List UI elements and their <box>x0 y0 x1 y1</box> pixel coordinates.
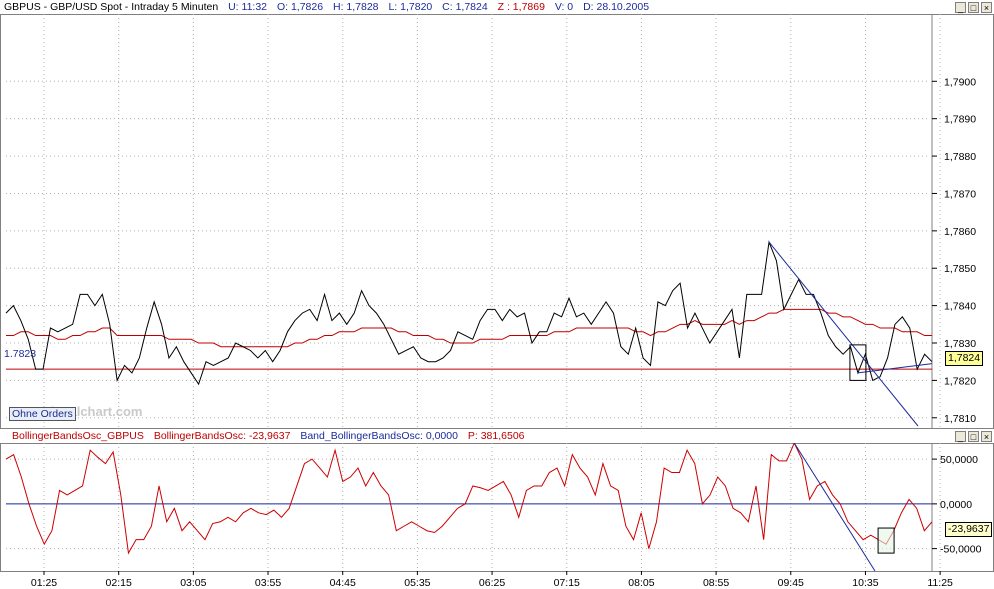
price-y-tick-label: 1,7880 <box>944 151 976 163</box>
maximize-button[interactable]: □ <box>968 431 979 442</box>
price-y-tick-label: 1,7840 <box>944 301 976 313</box>
maximize-button[interactable]: □ <box>968 2 979 13</box>
osc-downward-trendline <box>793 443 876 572</box>
osc-value: BollingerBandsOsc: -23,9637 <box>153 430 291 442</box>
x-tick-label: 02:15 <box>106 577 132 589</box>
osc-y-tick-label: 50,0000 <box>940 454 978 466</box>
minimize-button[interactable]: _ <box>955 431 966 442</box>
x-tick-label: 09:45 <box>778 577 804 589</box>
high-value: H: 1,7828 <box>332 1 379 13</box>
x-tick-label: 08:55 <box>703 577 729 589</box>
osc-frame <box>0 443 994 572</box>
price-y-tick-label: 1,7900 <box>944 76 976 88</box>
x-tick-label: 01:25 <box>31 577 57 589</box>
x-tick-label: 08:05 <box>628 577 654 589</box>
osc-name: BollingerBandsOsc_GBPUS <box>12 430 144 442</box>
x-tick-label: 03:05 <box>180 577 206 589</box>
price-y-tick-label: 1,7820 <box>944 375 976 387</box>
x-tick-label: 06:25 <box>479 577 505 589</box>
price-window-controls: _ □ × <box>955 2 992 14</box>
price-frame <box>0 14 994 429</box>
update-time: U: 11:32 <box>228 1 268 13</box>
x-tick-label: 03:55 <box>255 577 281 589</box>
upward-trendline <box>857 363 933 374</box>
minimize-button[interactable]: _ <box>955 2 966 13</box>
price-y-tick-label: 1,7870 <box>944 188 976 200</box>
volume-value: V: 0 <box>554 1 574 13</box>
oscillator-chart: 01:25 02:15 03:05 03:55 04:45 05:35 06:25 07:15… <box>0 443 994 589</box>
x-tick-label: 05:35 <box>404 577 430 589</box>
x-tick-label: 04:45 <box>330 577 356 589</box>
price-y-tick-label: 1,7830 <box>944 338 976 350</box>
symbol-title: GBPUS - GBP/USD Spot - Intraday 5 Minute… <box>4 1 219 13</box>
z-value: Z : 1,7869 <box>497 1 545 13</box>
price-y-tick-label: 1,7850 <box>944 263 976 275</box>
osc-window-controls: _ □ × <box>955 431 992 443</box>
date-value: D: 28.10.2005 <box>583 1 650 13</box>
close-button[interactable]: × <box>981 431 992 442</box>
moving-average-line <box>6 308 932 348</box>
oscillator-line <box>5 443 933 555</box>
osc-signal-box <box>877 527 895 554</box>
osc-y-tick-label: -50,0000 <box>940 544 982 556</box>
price-y-tick-label: 1,7890 <box>944 114 976 126</box>
last-osc-tag: -23,9637 <box>945 522 993 537</box>
p-value: P: 381,6506 <box>467 430 525 442</box>
x-tick-label: 10:35 <box>852 577 878 589</box>
reference-line-label: 1.7823 <box>4 348 37 360</box>
orders-button[interactable]: Ohne Orders <box>9 407 76 421</box>
x-tick-label: 11:25 <box>927 577 953 589</box>
signal-box <box>849 344 867 381</box>
price-y-tick-label: 1,7860 <box>944 226 976 238</box>
price-chart-header: GBPUS - GBP/USD Spot - Intraday 5 Minute… <box>4 0 656 14</box>
open-value: O: 1,7826 <box>276 1 324 13</box>
oscillator-header: BollingerBandsOsc_GBPUS BollingerBandsOs… <box>12 429 532 443</box>
close-button[interactable]: × <box>981 2 992 13</box>
price-chart: 1,7810 1,7820 1,7830 1,7840 1,7850 1,7860 1,78… <box>0 14 994 429</box>
close-value: C: 1,7824 <box>442 1 488 13</box>
price-y-tick-label: 1,7810 <box>944 413 976 425</box>
osc-y-tick-label: 0,0000 <box>940 499 972 511</box>
price-line <box>5 240 933 386</box>
x-tick-label: 07:15 <box>554 577 580 589</box>
band-value: Band_BollingerBandsOsc: 0,0000 <box>300 430 458 442</box>
low-value: L: 1,7820 <box>388 1 433 13</box>
downward-trendline <box>768 241 919 427</box>
last-price-tag: 1,7824 <box>945 351 984 366</box>
